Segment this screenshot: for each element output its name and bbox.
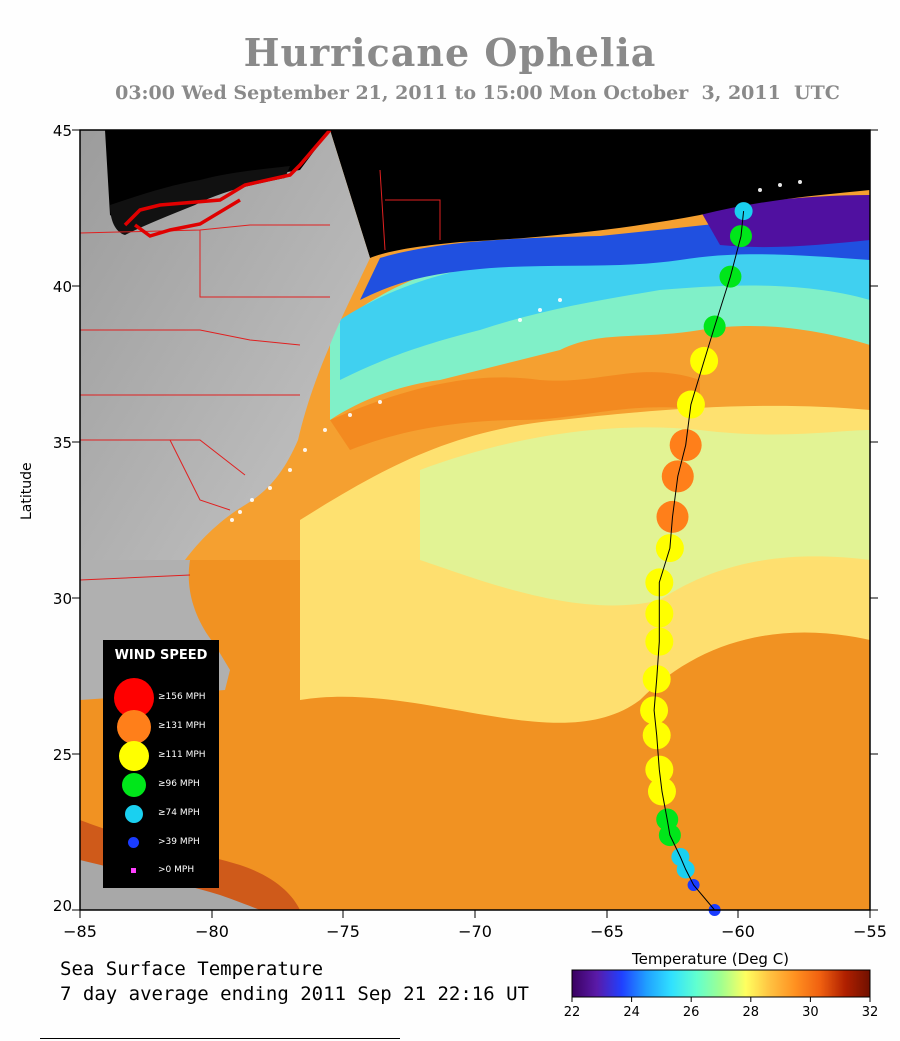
colorbar-tick: 26 bbox=[682, 1005, 700, 1020]
footer-line-2: 7 day average ending 2011 Sep 21 22:16 U… bbox=[60, 983, 529, 1005]
x-tick-label: −55 bbox=[853, 922, 887, 941]
y-tick-label: 20 bbox=[52, 897, 72, 915]
y-axis-label: Latitude bbox=[19, 462, 35, 520]
legend-title: WIND SPEED bbox=[114, 648, 208, 663]
legend-label: ≥111 MPH bbox=[158, 750, 206, 760]
legend-swatch bbox=[131, 868, 136, 873]
colorbar-ticks bbox=[571, 997, 871, 1002]
axis-ticks bbox=[72, 129, 878, 918]
colorbar-tick: 28 bbox=[742, 1005, 760, 1020]
legend-item-74: ≥74 MPH bbox=[103, 805, 219, 825]
legend-item-0: >0 MPH bbox=[103, 865, 219, 877]
x-tick-label: −60 bbox=[721, 922, 755, 941]
y-tick-label: 35 bbox=[52, 434, 72, 452]
colorbar-tick: 22 bbox=[563, 1005, 581, 1020]
colorbar-tick: 32 bbox=[861, 1005, 879, 1020]
legend-swatch bbox=[117, 710, 151, 744]
chart-subtitle: 03:00 Wed September 21, 2011 to 15:00 Mo… bbox=[115, 82, 840, 104]
legend-label: ≥131 MPH bbox=[158, 721, 206, 731]
colorbar-tick: 30 bbox=[802, 1005, 819, 1020]
legend-item-111: ≥111 MPH bbox=[103, 741, 219, 771]
colorbar bbox=[571, 969, 871, 998]
legend-swatch bbox=[119, 741, 149, 771]
colorbar-title: Temperature (Deg C) bbox=[632, 950, 790, 968]
legend-label: >39 MPH bbox=[158, 837, 200, 847]
colorbar-tick: 24 bbox=[623, 1005, 640, 1020]
x-tick-label: −85 bbox=[63, 922, 97, 941]
y-tick-label: 30 bbox=[52, 590, 72, 608]
legend-item-39: >39 MPH bbox=[103, 837, 219, 851]
legend-label: ≥74 MPH bbox=[158, 808, 200, 818]
legend-label: >0 MPH bbox=[158, 865, 195, 875]
wind-speed-legend: WIND SPEED ≥156 MPH ≥131 MPH ≥111 MPH ≥9… bbox=[103, 640, 219, 888]
x-tick-label: −65 bbox=[590, 922, 624, 941]
legend-item-96: ≥96 MPH bbox=[103, 773, 219, 797]
legend-swatch bbox=[122, 773, 146, 797]
y-tick-label: 25 bbox=[52, 746, 72, 764]
legend-swatch bbox=[125, 805, 143, 823]
footer-line-1: Sea Surface Temperature bbox=[60, 958, 324, 980]
x-tick-label: −80 bbox=[195, 922, 229, 941]
chart-title: Hurricane Ophelia bbox=[243, 30, 657, 75]
legend-item-131: ≥131 MPH bbox=[103, 710, 219, 746]
legend-swatch bbox=[128, 837, 139, 848]
bottom-rule bbox=[40, 1038, 400, 1039]
y-tick-label: 45 bbox=[52, 122, 72, 140]
x-tick-label: −70 bbox=[458, 922, 492, 941]
hurricane-track bbox=[640, 202, 753, 916]
legend-label: ≥96 MPH bbox=[158, 779, 200, 789]
track-line bbox=[653, 211, 745, 911]
y-tick-label: 40 bbox=[52, 278, 72, 296]
legend-label: ≥156 MPH bbox=[158, 692, 206, 702]
x-tick-label: −75 bbox=[326, 922, 360, 941]
